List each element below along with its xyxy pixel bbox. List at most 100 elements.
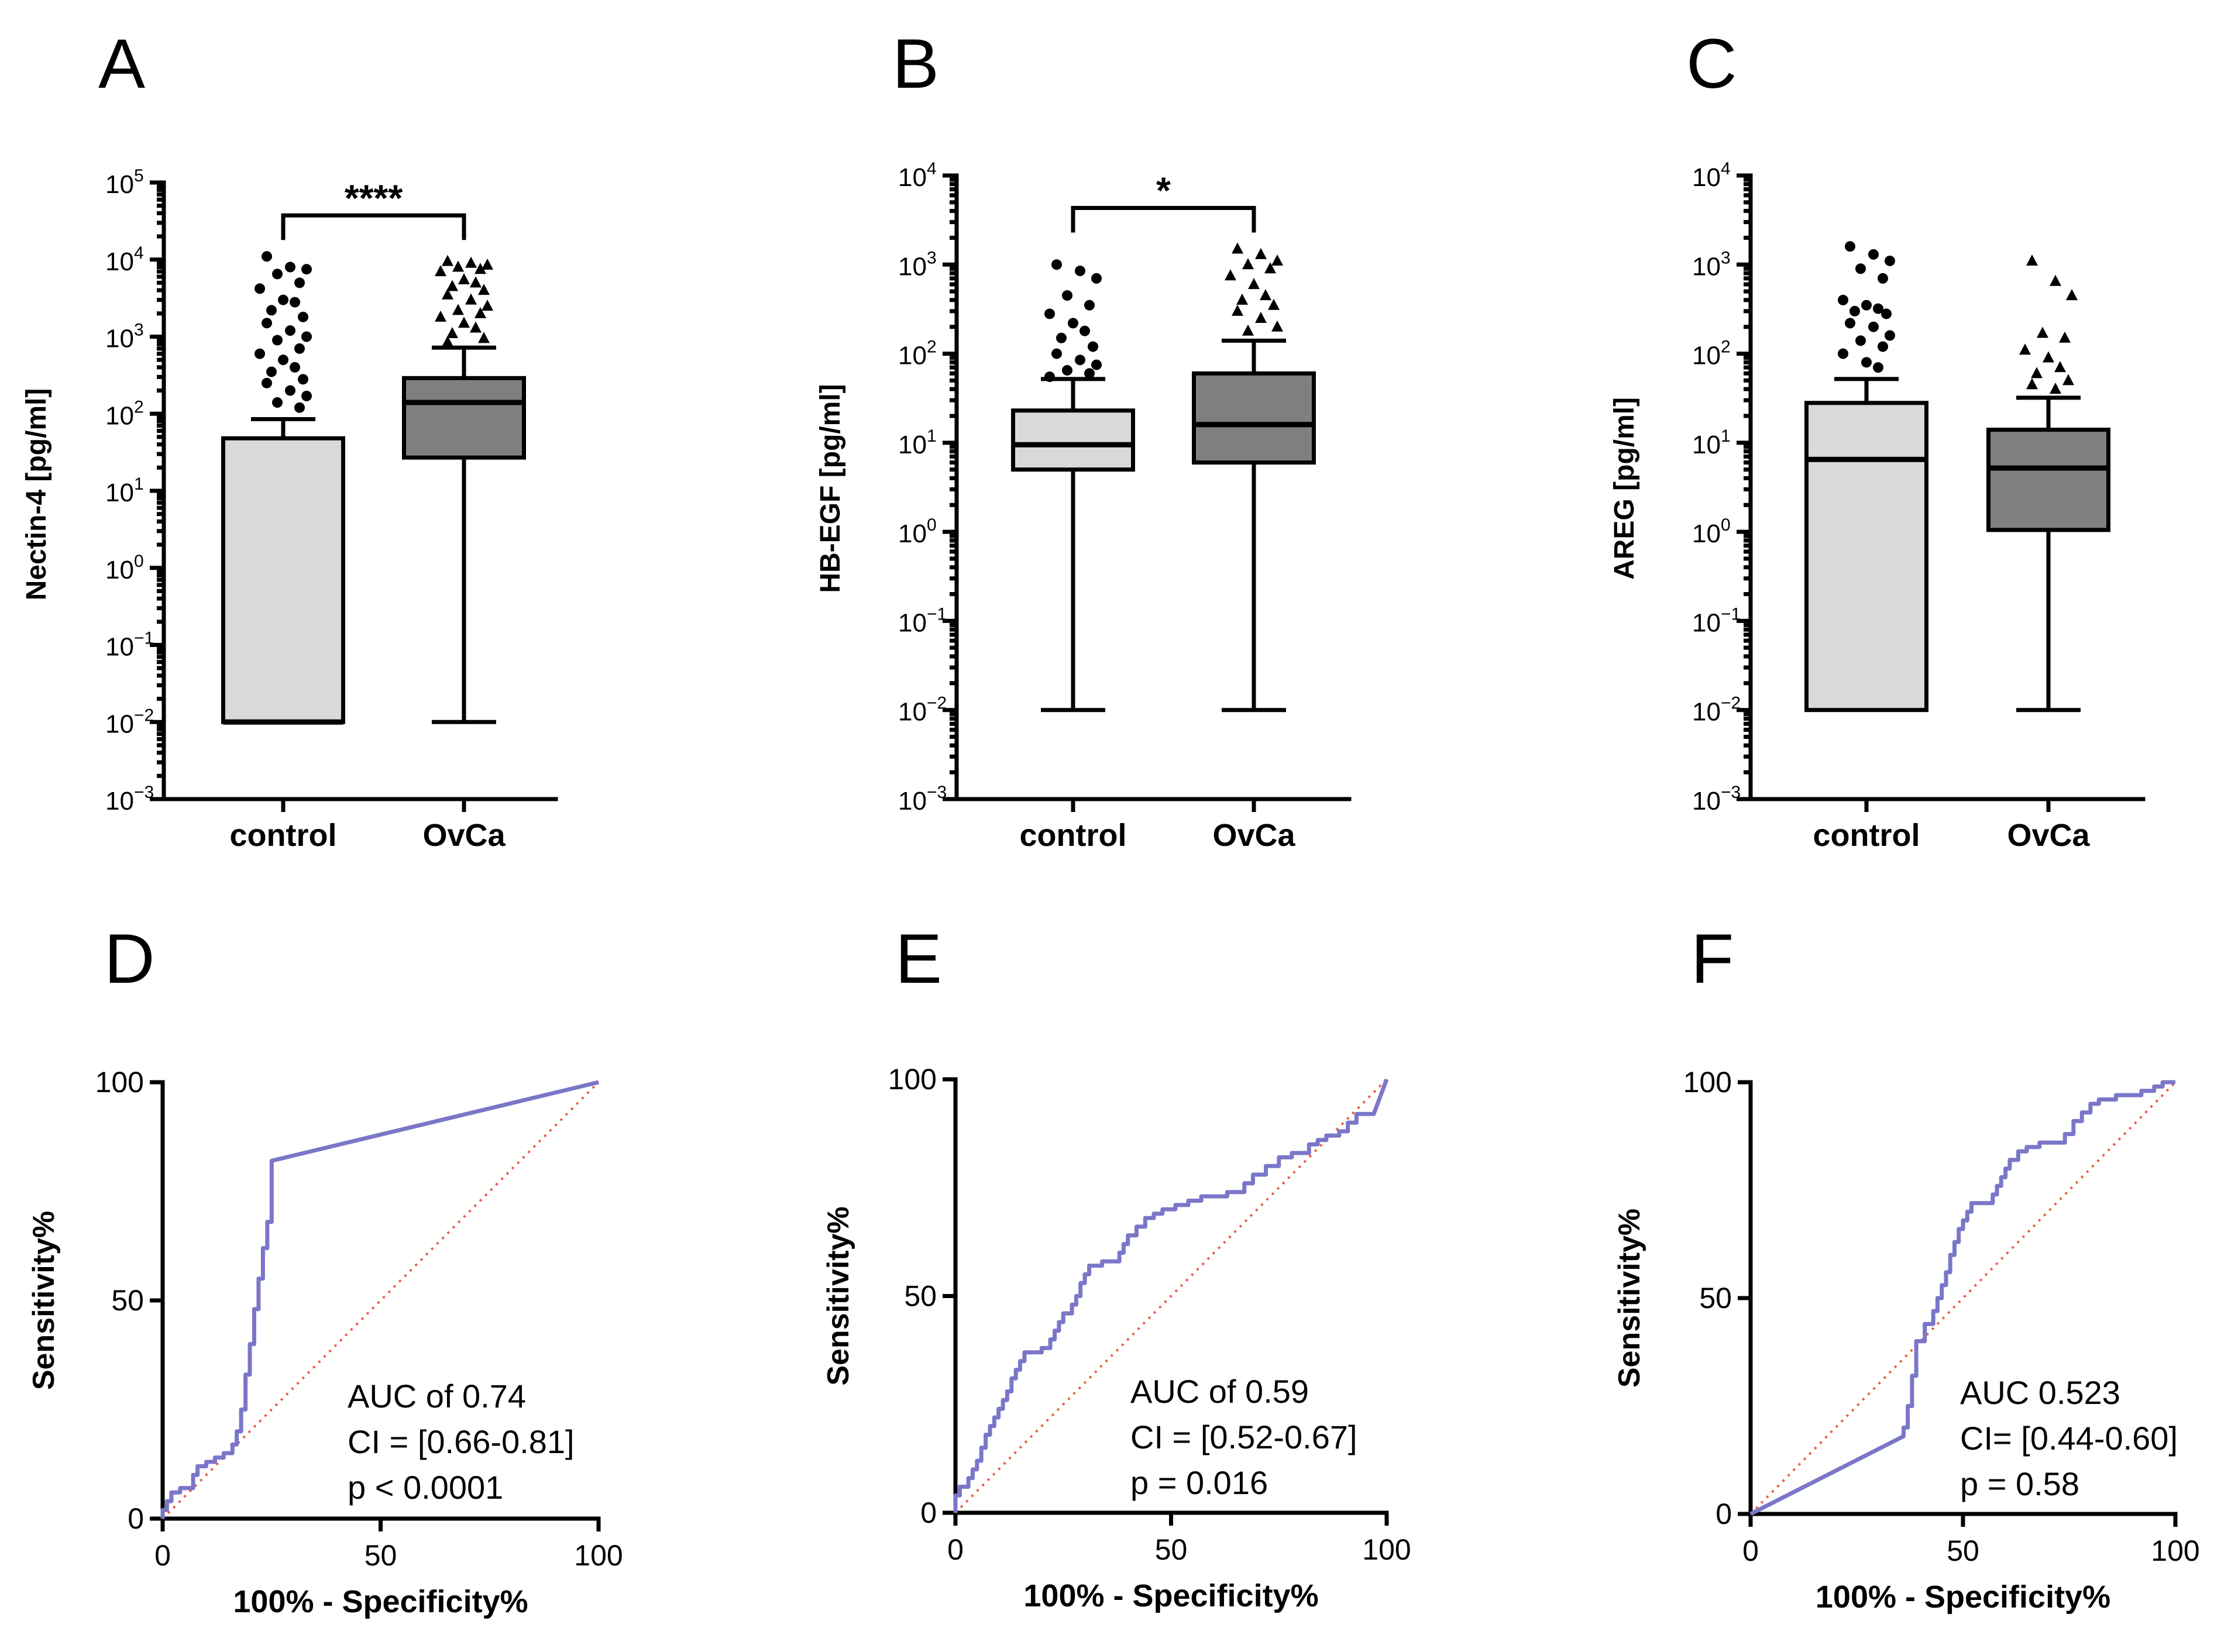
outlier-point xyxy=(301,264,312,275)
outlier-point xyxy=(294,277,305,288)
outlier-point xyxy=(1260,289,1271,301)
x-tick-label: 100 xyxy=(1362,1533,1411,1566)
box-iqr xyxy=(1804,401,1928,713)
outlier-point xyxy=(482,300,493,311)
outlier-point xyxy=(285,261,295,273)
y-tick-label: 102 xyxy=(1692,338,1731,370)
y-tick-label: 0 xyxy=(1715,1498,1732,1530)
outlier-point xyxy=(278,355,288,366)
x-category-label: OvCa xyxy=(1212,818,1295,853)
box-control: control xyxy=(221,251,345,853)
outlier-point xyxy=(1075,266,1085,277)
x-tick-label: 0 xyxy=(947,1533,964,1566)
y-axis-label: HB-EGF [pg/ml] xyxy=(815,384,846,593)
x-tick-label: 50 xyxy=(1947,1534,1979,1567)
outlier-point xyxy=(1255,247,1267,259)
outlier-point xyxy=(1868,249,1879,260)
outlier-point xyxy=(465,256,477,268)
annotation-line: p = 0.016 xyxy=(1130,1464,1268,1501)
box-iqr xyxy=(1192,371,1316,465)
outlier-point xyxy=(272,269,283,280)
y-tick-label: 105 xyxy=(105,166,144,199)
x-category-label: control xyxy=(230,818,337,853)
box-ovca: OvCa xyxy=(1986,254,2110,853)
panel-letter: D xyxy=(104,920,155,998)
outlier-point xyxy=(1878,341,1888,352)
outlier-point xyxy=(1271,254,1283,266)
y-axis-label: Sensitivity% xyxy=(821,1206,855,1385)
outlier-point xyxy=(475,307,486,318)
y-tick-label: 100 xyxy=(1692,515,1731,548)
outlier-point xyxy=(478,284,490,295)
y-tick-label: 100 xyxy=(1683,1066,1732,1099)
outlier-point xyxy=(262,377,272,388)
outlier-point xyxy=(2037,326,2048,338)
outlier-point xyxy=(470,321,482,333)
outlier-point xyxy=(1868,321,1879,332)
outlier-point xyxy=(1062,290,1072,301)
outlier-point xyxy=(458,273,470,284)
outlier-point xyxy=(1080,325,1090,336)
outlier-point xyxy=(1838,348,1848,359)
roc-curve xyxy=(1749,1080,2175,1516)
outlier-point xyxy=(2043,351,2054,363)
outlier-point xyxy=(2062,374,2074,386)
outlier-point xyxy=(1271,320,1283,332)
outlier-point xyxy=(2026,254,2038,266)
outlier-point xyxy=(478,332,490,343)
outlier-point xyxy=(266,305,277,316)
outlier-point xyxy=(1084,368,1095,379)
outlier-point xyxy=(1068,318,1078,329)
outlier-point xyxy=(255,283,265,294)
annotation-line: CI= [0.44-0.60] xyxy=(1960,1420,2178,1457)
outlier-point xyxy=(290,297,300,308)
outlier-point xyxy=(266,366,277,377)
outlier-point xyxy=(301,390,312,401)
x-tick-label: 0 xyxy=(1742,1534,1759,1567)
outlier-point xyxy=(1075,355,1085,366)
outlier-point xyxy=(1084,300,1095,311)
outlier-point xyxy=(435,310,446,322)
annotation-line: AUC of 0.74 xyxy=(348,1378,526,1414)
outlier-point xyxy=(1051,259,1062,270)
y-tick-label: 101 xyxy=(105,474,144,507)
outlier-point xyxy=(1232,242,1243,254)
outlier-point xyxy=(446,280,458,291)
y-tick-label: 101 xyxy=(898,426,937,459)
y-tick-label: 102 xyxy=(105,397,144,430)
y-tick-label: 10−1 xyxy=(1692,604,1741,637)
reference-diagonal xyxy=(954,1078,1388,1514)
y-axis-label: Nectin-4 [pg/ml] xyxy=(21,388,52,601)
annotation-line: p = 0.58 xyxy=(1960,1465,2079,1502)
outlier-point xyxy=(1051,348,1062,359)
outlier-point xyxy=(1248,278,1260,290)
outlier-point xyxy=(465,293,477,305)
y-tick-label: 50 xyxy=(111,1284,144,1317)
outlier-point xyxy=(2050,383,2061,394)
outlier-point xyxy=(452,304,464,315)
significance-bracket xyxy=(281,213,466,240)
box-iqr xyxy=(402,376,526,460)
y-tick-label: 10−2 xyxy=(898,694,947,727)
x-tick-label: 50 xyxy=(365,1539,397,1572)
y-tick-label: 103 xyxy=(105,321,144,353)
annotation-line: AUC of 0.59 xyxy=(1130,1373,1309,1410)
outlier-point xyxy=(1855,335,1866,346)
x-category-label: control xyxy=(1813,818,1920,853)
outlier-point xyxy=(1056,332,1067,343)
x-tick-label: 50 xyxy=(1155,1533,1188,1566)
x-tick-label: 0 xyxy=(154,1539,171,1572)
outlier-point xyxy=(298,374,308,385)
outlier-point xyxy=(262,318,272,329)
y-tick-label: 100 xyxy=(95,1066,144,1099)
box-control: control xyxy=(1011,259,1135,853)
outlier-point xyxy=(1855,263,1866,274)
box-iqr xyxy=(1986,428,2110,532)
outlier-point xyxy=(2026,378,2038,390)
outlier-point xyxy=(1878,273,1888,284)
panel-letter: A xyxy=(98,25,145,103)
outlier-point xyxy=(1885,330,1895,341)
panel-e: E 0 50 100 0 50 100 Sensitivity% 100% - Specific… xyxy=(821,920,1411,1613)
significance-bracket xyxy=(1071,205,1256,233)
